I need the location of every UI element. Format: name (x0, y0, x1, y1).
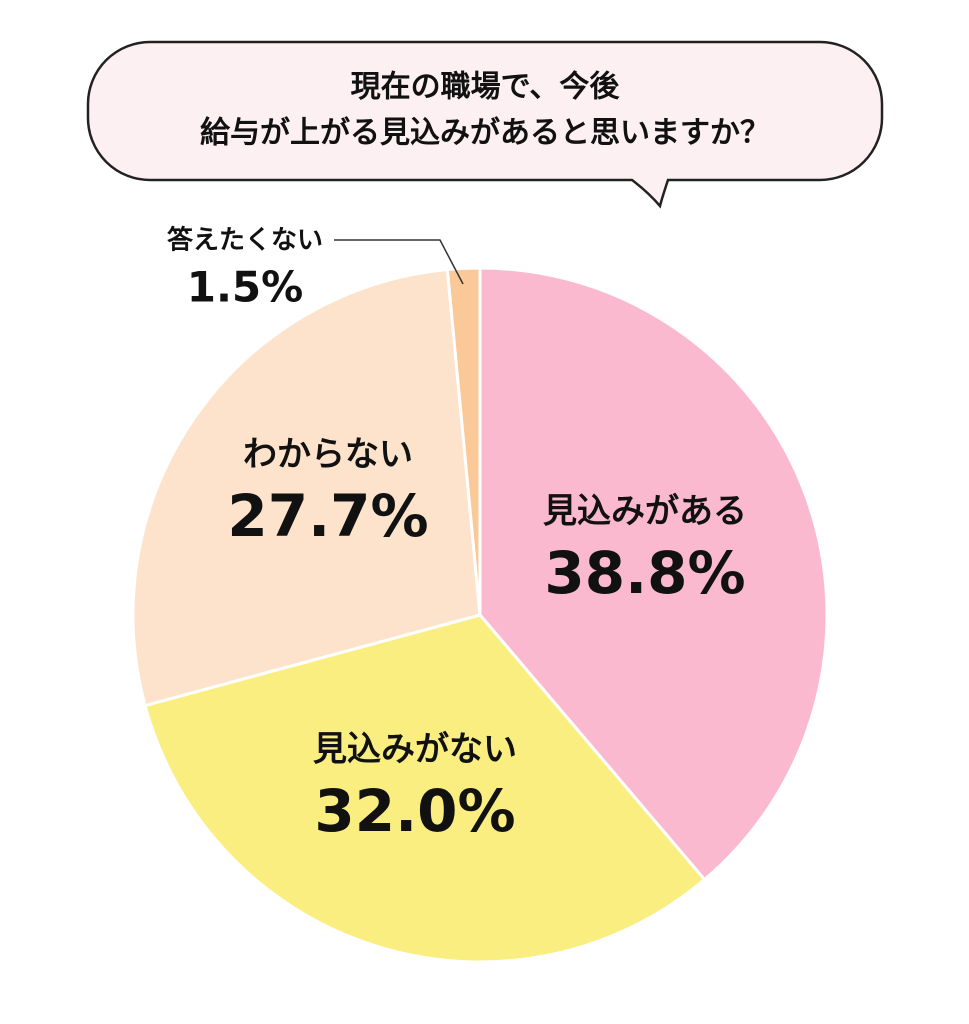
chart-title: 現在の職場で、今後 (351, 70, 621, 105)
value-label: 38.8% (544, 539, 745, 607)
value-label: 32.0% (314, 777, 515, 845)
leader-line (334, 239, 464, 285)
chart-title: 給与が上がる見込みがあると思いますか？ (200, 116, 770, 151)
value-label: 1.5% (187, 263, 303, 312)
slice-label: 答えたくない (167, 225, 323, 256)
title-bubble (86, 40, 884, 209)
pie-slice (445, 266, 482, 616)
slice-label: わからない (243, 435, 413, 475)
pie-slice (143, 613, 707, 964)
slice-label: 見込みがある (543, 492, 747, 532)
slice-label: 見込みがない (313, 730, 517, 770)
pie-slice (478, 266, 829, 882)
value-label: 27.7% (227, 482, 428, 550)
pie-slice (131, 267, 482, 708)
